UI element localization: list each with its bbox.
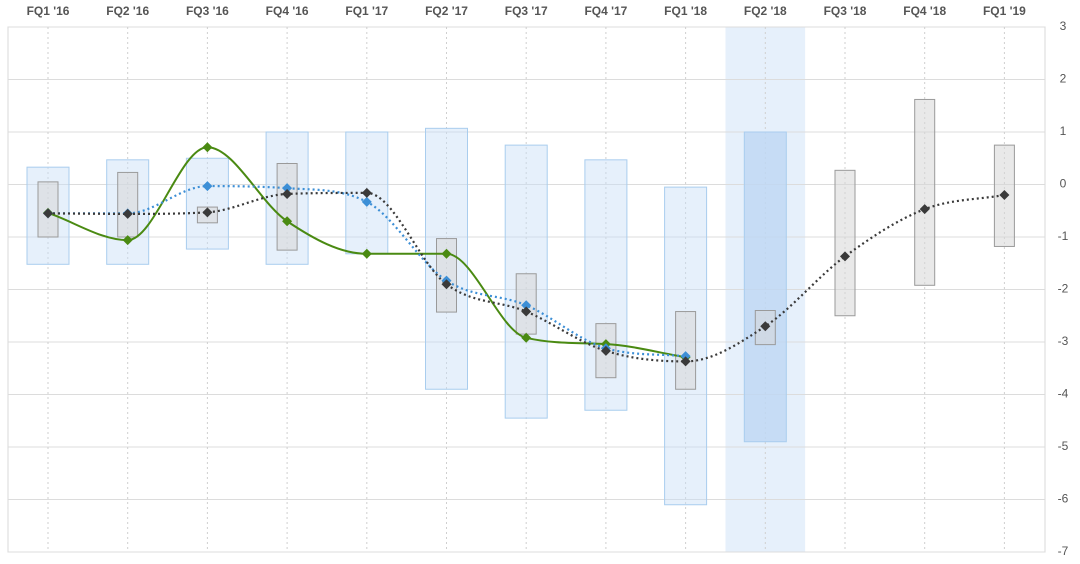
x-tick-label: FQ1 '18 (664, 4, 707, 18)
point-marker (441, 279, 452, 290)
point-marker (43, 208, 53, 219)
y-tick-label: 3 (1060, 19, 1067, 33)
point-marker (521, 332, 532, 343)
range-box (743, 131, 787, 443)
point-marker (361, 196, 372, 207)
range-box (425, 127, 468, 390)
point-marker (361, 248, 372, 259)
y-tick-label: -6 (1058, 492, 1069, 506)
point-marker (282, 183, 293, 194)
x-tick-label: FQ1 '17 (345, 4, 388, 18)
x-tick-label: FQ3 '18 (824, 4, 867, 18)
point-marker (122, 208, 133, 219)
point-marker (202, 142, 213, 153)
point-marker (680, 351, 691, 362)
x-tick-label: FQ2 '17 (425, 4, 468, 18)
range-box (504, 144, 548, 419)
point-marker (282, 216, 293, 227)
point-marker (441, 248, 452, 259)
point-marker (122, 235, 133, 246)
point-marker (999, 190, 1010, 200)
point-marker (919, 204, 930, 215)
point-marker (760, 321, 771, 332)
point-marker (680, 356, 691, 367)
range-box (185, 157, 229, 250)
point-marker (600, 345, 611, 356)
x-tick-label: FQ3 '17 (505, 4, 548, 18)
y-tick-label: 0 (1060, 177, 1067, 191)
point-marker (521, 306, 532, 317)
point-marker (361, 187, 372, 198)
y-tick-label: 2 (1060, 72, 1067, 86)
range-box (117, 171, 139, 238)
y-tick-label: -7 (1058, 544, 1069, 558)
range-box (834, 169, 856, 317)
y-tick-label: 1 (1060, 124, 1067, 138)
point-marker (202, 207, 213, 218)
range-box (675, 311, 697, 390)
y-tick-label: -3 (1058, 334, 1069, 348)
point-marker (282, 188, 293, 199)
x-tick-label: FQ4 '18 (903, 4, 946, 18)
range-box (276, 163, 298, 251)
range-box (914, 98, 936, 286)
x-tick-label: FQ3 '16 (186, 4, 229, 18)
series-line (47, 146, 686, 359)
x-tick-label: FQ1 '19 (983, 4, 1026, 18)
y-tick-label: -4 (1058, 387, 1069, 401)
point-marker (521, 300, 532, 311)
x-tick-label: FQ4 '16 (266, 4, 309, 18)
point-marker (202, 181, 213, 192)
y-tick-label: -2 (1058, 282, 1069, 296)
x-tick-label: FQ2 '16 (106, 4, 149, 18)
point-marker (840, 251, 850, 262)
y-tick-label: -1 (1058, 229, 1069, 243)
x-tick-label: FQ4 '17 (584, 4, 627, 18)
y-tick-label: -5 (1058, 439, 1069, 453)
x-tick-label: FQ2 '18 (744, 4, 787, 18)
x-tick-label: FQ1 '16 (27, 4, 70, 18)
